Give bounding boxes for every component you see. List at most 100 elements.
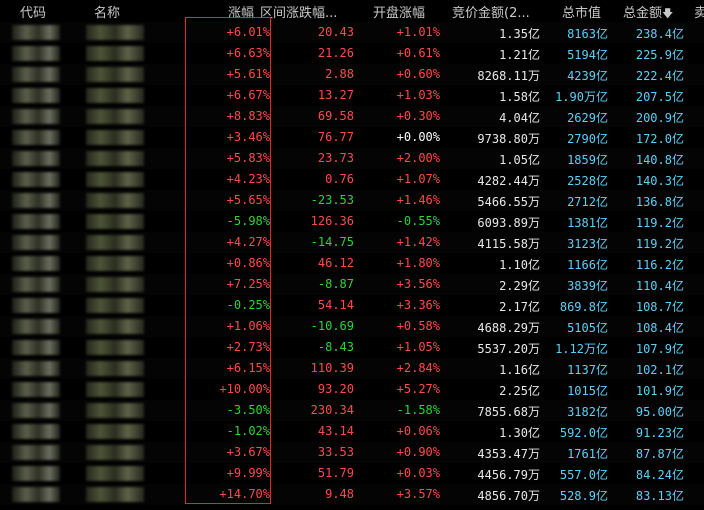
table-row[interactable]: +5.83% 23.73 +2.00% 1.05亿 1859亿 140.8亿 [0, 148, 704, 169]
stock-code-obscured [12, 235, 60, 250]
change-pct-cell: -3.50% [226, 403, 270, 417]
stock-name-obscured [86, 340, 144, 355]
bid-amount-cell-unit: 亿 [527, 300, 540, 314]
bid-amount-cell: 5466.55万 [446, 193, 540, 210]
market-cap-cell: 8163亿 [546, 25, 608, 42]
header-open-change[interactable]: 开盘涨幅 [373, 6, 426, 21]
sort-arrow-down-icon[interactable]: 🡇 [662, 7, 674, 20]
stock-code-obscured [12, 46, 60, 61]
stock-name-obscured [86, 277, 144, 292]
header-total-amount[interactable]: 总金额🡇 [623, 2, 673, 24]
header-last-col[interactable]: 卖 [694, 6, 704, 21]
table-row[interactable]: +6.63% 21.26 +0.61% 1.21亿 5194亿 225.9亿 [0, 43, 704, 64]
range-change-cell: 54.14 [317, 298, 354, 312]
total-amount-cell-unit: 亿 [671, 405, 684, 419]
range-change-cell: 69.58 [317, 109, 354, 123]
market-cap-cell-value: 1859 [567, 153, 596, 167]
table-row[interactable]: -5.98% 126.36 -0.55% 6093.89万 1381亿 119.2亿 [0, 211, 704, 232]
stock-code-obscured [12, 88, 60, 103]
market-cap-cell: 1859亿 [546, 151, 608, 168]
bid-amount-cell: 7855.68万 [446, 403, 540, 420]
header-range-change[interactable]: 区间涨跌幅... [260, 6, 338, 21]
total-amount-cell-value: 119.2 [635, 237, 672, 251]
change-pct-cell: +14.70% [219, 487, 270, 501]
stock-name-obscured [86, 151, 144, 166]
total-amount-cell-unit: 亿 [671, 321, 684, 335]
table-row[interactable]: +5.61% 2.88 +0.60% 8268.11万 4239亿 222.4亿 [0, 64, 704, 85]
market-cap-cell-unit: 亿 [595, 48, 608, 62]
bid-amount-cell-value: 7855.68 [477, 405, 528, 419]
table-row[interactable]: +2.73% -8.43 +1.05% 5537.20万 1.12万亿 107.9亿 [0, 337, 704, 358]
bid-amount-cell-unit: 万 [527, 132, 540, 146]
bid-amount-cell: 6093.89万 [446, 214, 540, 231]
bid-amount-cell: 9738.80万 [446, 130, 540, 147]
range-change-cell: 51.79 [317, 466, 354, 480]
bid-amount-cell-value: 5466.55 [477, 195, 528, 209]
market-cap-cell-unit: 亿 [595, 237, 608, 251]
stock-name-obscured [86, 298, 144, 313]
header-code[interactable]: 代码 [20, 6, 47, 21]
market-cap-cell-unit: 亿 [595, 300, 608, 314]
table-row[interactable]: +4.27% -14.75 +1.42% 4115.58万 3123亿 119.2亿 [0, 232, 704, 253]
total-amount-cell: 108.4亿 [616, 319, 684, 336]
market-cap-cell-value: 2790 [567, 132, 596, 146]
stock-name-obscured [86, 130, 144, 145]
table-row[interactable]: +5.65% -23.53 +1.46% 5466.55万 2712亿 136.8亿 [0, 190, 704, 211]
table-row[interactable]: +7.25% -8.87 +3.56% 2.29亿 3839亿 110.4亿 [0, 274, 704, 295]
stock-name-obscured [86, 25, 144, 40]
bid-amount-cell-value: 4456.79 [477, 468, 528, 482]
table-row[interactable]: -1.02% 43.14 +0.06% 1.30亿 592.0亿 91.23亿 [0, 421, 704, 442]
header-change-pct[interactable]: 涨幅 [227, 6, 254, 21]
market-cap-cell-value: 3182 [567, 405, 596, 419]
table-row[interactable]: +6.15% 110.39 +2.84% 1.16亿 1137亿 102.1亿 [0, 358, 704, 379]
change-pct-cell: +5.61% [226, 67, 270, 81]
table-row[interactable]: +0.86% 46.12 +1.80% 1.10亿 1166亿 116.2亿 [0, 253, 704, 274]
total-amount-cell-value: 108.7 [635, 300, 672, 314]
table-row[interactable]: +4.23% 0.76 +1.07% 4282.44万 2528亿 140.3亿 [0, 169, 704, 190]
bid-amount-cell-unit: 万 [527, 237, 540, 251]
change-pct-cell: -5.98% [226, 214, 270, 228]
table-row[interactable]: +1.06% -10.69 +0.58% 4688.29万 5105亿 108.4亿 [0, 316, 704, 337]
header-name[interactable]: 名称 [94, 6, 121, 21]
total-amount-cell-value: 225.9 [635, 48, 672, 62]
market-cap-cell: 3182亿 [546, 403, 608, 420]
table-row[interactable]: +10.00% 93.20 +5.27% 2.25亿 1015亿 101.9亿 [0, 379, 704, 400]
range-change-cell: -14.75 [310, 235, 354, 249]
bid-amount-cell-value: 1.10 [499, 258, 528, 272]
market-cap-cell-unit: 亿 [595, 69, 608, 83]
bid-amount-cell-unit: 万 [527, 447, 540, 461]
change-pct-cell: +3.46% [226, 130, 270, 144]
market-cap-cell-value: 5194 [567, 48, 596, 62]
total-amount-cell: 136.8亿 [616, 193, 684, 210]
market-cap-cell-unit: 亿 [595, 468, 608, 482]
market-cap-cell: 869.8亿 [546, 298, 608, 315]
total-amount-cell: 119.2亿 [616, 214, 684, 231]
range-change-cell: 21.26 [317, 46, 354, 60]
table-row[interactable]: +3.46% 76.77 +0.00% 9738.80万 2790亿 172.0亿 [0, 127, 704, 148]
table-row[interactable]: +6.01% 20.43 +1.01% 1.35亿 8163亿 238.4亿 [0, 22, 704, 43]
table-row[interactable]: +3.67% 33.53 +0.90% 4353.47万 1761亿 87.87亿 [0, 442, 704, 463]
range-change-cell: 43.14 [317, 424, 354, 438]
market-cap-cell-unit: 亿 [595, 258, 608, 272]
bid-amount-cell: 1.58亿 [446, 88, 540, 105]
bid-amount-cell-value: 4.04 [499, 111, 528, 125]
open-change-cell: +0.90% [396, 445, 440, 459]
table-row[interactable]: +6.67% 13.27 +1.03% 1.58亿 1.90万亿 207.5亿 [0, 85, 704, 106]
table-row[interactable]: +14.70% 9.48 +3.57% 4856.70万 528.9亿 83.13亿 [0, 484, 704, 505]
change-pct-cell: +10.00% [219, 382, 270, 396]
table-row[interactable]: +9.99% 51.79 +0.03% 4456.79万 557.0亿 84.24亿 [0, 463, 704, 484]
header-market-cap[interactable]: 总市值 [562, 6, 602, 21]
table-row[interactable]: -0.25% 54.14 +3.36% 2.17亿 869.8亿 108.7亿 [0, 295, 704, 316]
header-bid-amount[interactable]: 竞价金额(2... [452, 6, 530, 21]
total-amount-cell-value: 83.13 [635, 489, 672, 503]
bid-amount-cell: 4353.47万 [446, 445, 540, 462]
bid-amount-cell: 4856.70万 [446, 487, 540, 504]
market-cap-cell-value: 2528 [567, 174, 596, 188]
market-cap-cell: 1137亿 [546, 361, 608, 378]
bid-amount-cell-unit: 万 [527, 216, 540, 230]
stock-name-obscured [86, 382, 144, 397]
market-cap-cell: 5105亿 [546, 319, 608, 336]
table-row[interactable]: +8.83% 69.58 +0.30% 4.04亿 2629亿 200.9亿 [0, 106, 704, 127]
table-row[interactable]: -3.50% 230.34 -1.58% 7855.68万 3182亿 95.00亿 [0, 400, 704, 421]
range-change-cell: 20.43 [317, 25, 354, 39]
